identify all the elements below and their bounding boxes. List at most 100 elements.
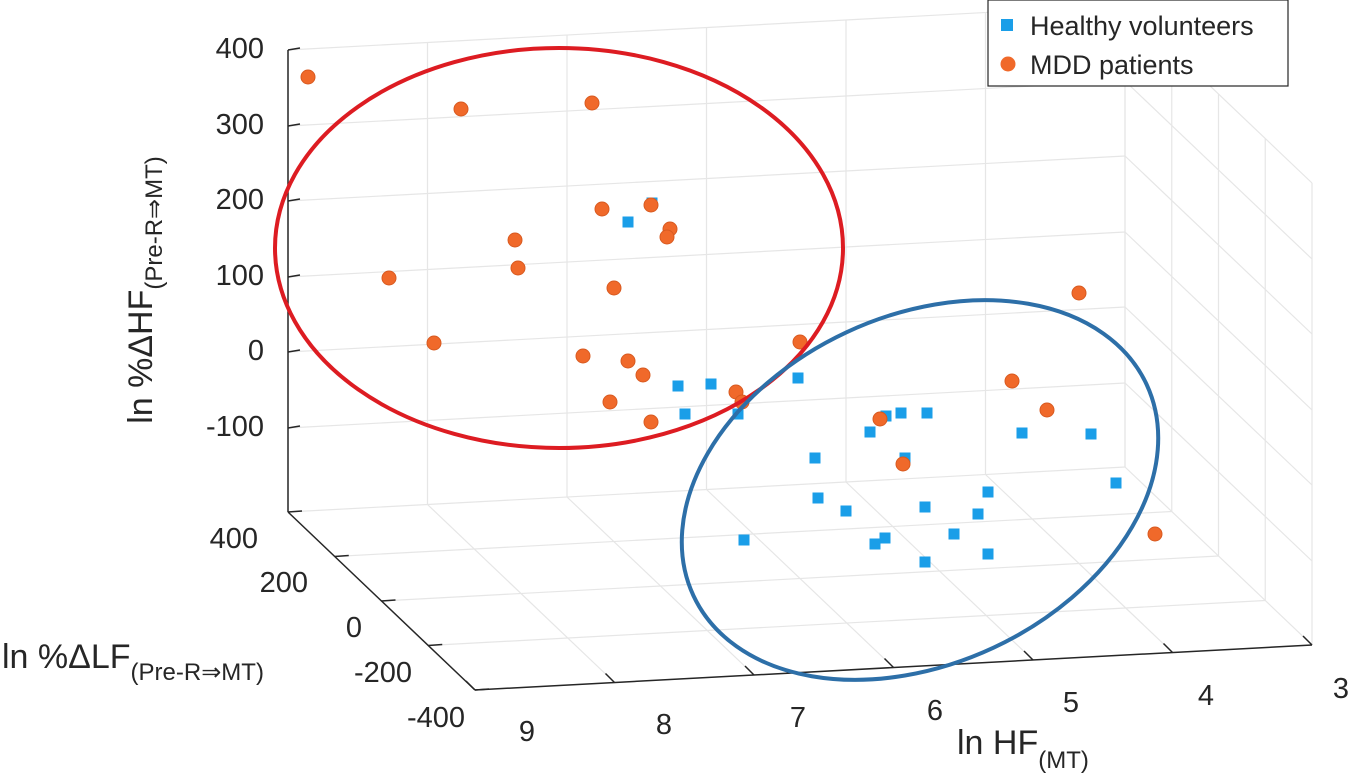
- y-axis-title: ln %ΔLF(Pre-R⇒MT): [2, 638, 264, 686]
- healthy-point: [879, 532, 891, 544]
- healthy-point: [809, 452, 821, 464]
- floor-grid-line: [287, 466, 1126, 513]
- healthy-point: [869, 538, 881, 550]
- x-tick-label: 9: [519, 716, 535, 748]
- mdd-point: [643, 414, 659, 430]
- legend-mdd-marker: [1000, 56, 1016, 72]
- z-tick-label: 200: [216, 184, 264, 216]
- legend-mdd-label: MDD patients: [1030, 50, 1194, 80]
- x-tick-mark: [604, 672, 616, 684]
- y-tick-labels: 400 200 0 -200 -400: [210, 523, 465, 734]
- back-grid-line: [287, 80, 1126, 127]
- x-tick-label: 6: [927, 695, 943, 727]
- floor-grid-line: [381, 555, 1219, 602]
- z-tick-mark: [287, 47, 301, 51]
- back-grid-line: [287, 4, 1126, 51]
- axes: [287, 50, 1313, 691]
- healthy-point: [921, 407, 933, 419]
- back-grid-line: [287, 231, 1126, 278]
- mdd-point: [602, 394, 618, 410]
- mdd-point: [594, 201, 610, 217]
- mdd-series: [300, 69, 1163, 542]
- z-axis-title-text: ln %ΔHF(Pre-R⇒MT): [122, 156, 168, 424]
- healthy-point: [972, 508, 984, 520]
- mdd-point: [895, 456, 911, 472]
- mdd-point: [635, 367, 651, 383]
- y-tick-mark: [334, 554, 349, 558]
- healthy-point: [1016, 427, 1028, 439]
- x-tick-label: 4: [1198, 680, 1214, 712]
- healthy-point: [738, 534, 750, 546]
- mdd-point: [507, 232, 523, 248]
- legend-healthy-marker: [1001, 19, 1013, 31]
- z-axis-title-sub: (Pre-R⇒MT): [141, 156, 168, 289]
- y-axis-title-sub: (Pre-R⇒MT): [131, 659, 264, 686]
- legend-box: [987, 0, 1289, 87]
- side-grid-line: [1124, 306, 1313, 486]
- legend-healthy-label: Healthy volunteers: [1030, 11, 1254, 41]
- z-tick-mark: [287, 425, 301, 429]
- mdd-cluster-ellipse: [273, 46, 845, 450]
- y-tick-mark: [287, 510, 303, 513]
- x-tick-labels: 9 8 7 6 5 4 3: [519, 673, 1349, 748]
- mdd-point: [606, 280, 622, 296]
- healthy-point: [919, 501, 931, 513]
- healthy-point: [840, 505, 852, 517]
- healthy-point: [679, 408, 691, 420]
- x-tick-label: 8: [656, 709, 672, 741]
- x-tick-mark: [1302, 635, 1313, 646]
- x-tick-mark: [883, 657, 895, 669]
- x-axis-title-main: ln HF: [957, 724, 1038, 762]
- side-grid-line: [1124, 155, 1313, 335]
- y-tick-label: 400: [210, 523, 258, 555]
- floor-grid-line: [428, 599, 1266, 647]
- floor-grid: [287, 466, 1313, 691]
- x-tick-mark: [744, 665, 755, 676]
- mdd-point: [584, 95, 600, 111]
- mdd-point: [381, 270, 397, 286]
- y-tick-label: -200: [354, 657, 412, 689]
- z-tick-label: 300: [216, 109, 264, 141]
- x-tick-label: 7: [790, 702, 806, 734]
- healthy-cluster-ellipse: [679, 298, 1161, 682]
- healthy-point: [982, 486, 994, 498]
- back-wall-grid: [287, 4, 1313, 645]
- healthy-point: [792, 372, 804, 384]
- mdd-point: [792, 334, 808, 350]
- z-tick-mark: [287, 274, 301, 278]
- healthy-point: [895, 407, 907, 419]
- y-tick-label: -400: [407, 702, 465, 734]
- mdd-point: [426, 335, 442, 351]
- y-tick-label: 0: [346, 612, 362, 644]
- back-grid-line: [287, 155, 1126, 202]
- x-axis-title-sub: (MT): [1038, 747, 1089, 774]
- back-grid-line: [287, 382, 1126, 429]
- healthy-point: [705, 378, 717, 390]
- y-tick-mark: [381, 599, 396, 602]
- x-axis-title: ln HF(MT): [957, 724, 1089, 774]
- x-tick-label: 5: [1063, 687, 1079, 719]
- x-tick-label: 3: [1333, 673, 1349, 705]
- y-tick-mark: [474, 688, 490, 691]
- floor-grid-line: [334, 510, 1172, 558]
- side-grid-line: [1124, 231, 1313, 411]
- mdd-point: [643, 197, 659, 213]
- healthy-point: [672, 380, 684, 392]
- z-tick-mark: [287, 198, 301, 202]
- healthy-series: [622, 197, 1122, 568]
- x-tick-mark: [1162, 642, 1174, 654]
- healthy-point: [982, 548, 994, 560]
- mdd-point: [1039, 402, 1055, 418]
- mdd-point: [872, 411, 888, 427]
- z-axis-title: ln %ΔHF(Pre-R⇒MT): [122, 156, 168, 424]
- mdd-point: [300, 69, 316, 85]
- mdd-point: [1071, 285, 1087, 301]
- healthy-point: [1085, 428, 1097, 440]
- healthy-point: [919, 556, 931, 568]
- y-axis-title-main: ln %ΔLF: [2, 638, 131, 676]
- x-tick-mark: [465, 680, 476, 691]
- healthy-point: [864, 426, 876, 438]
- z-tick-label: 0: [248, 335, 264, 367]
- mdd-point: [1147, 526, 1163, 542]
